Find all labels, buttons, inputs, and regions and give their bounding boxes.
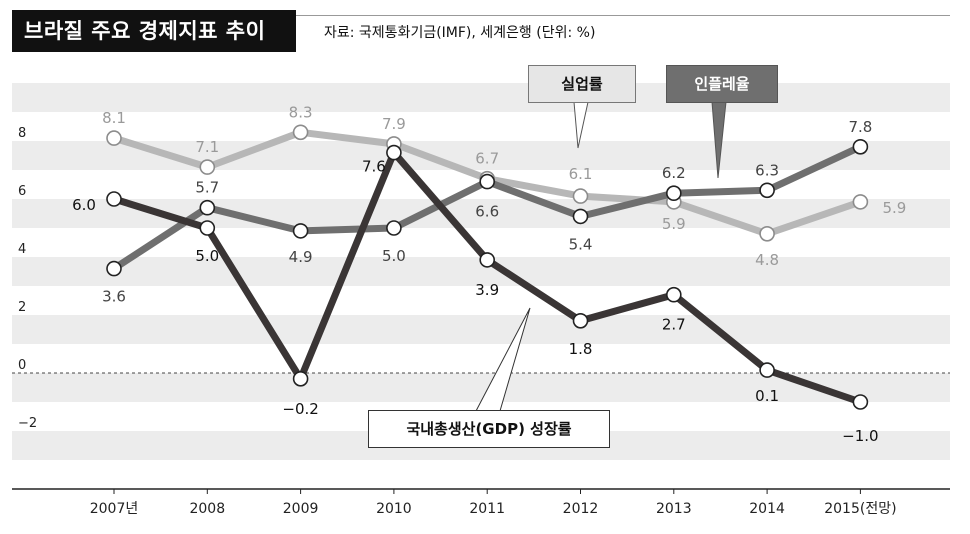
data-labels: 8.1 7.1 8.3 7.9 6.7 6.1 5.9 4.8 5.9 3.6 5.7 4.9 5.0 6…: [72, 103, 906, 445]
data-point-unemployment: [292, 124, 309, 141]
unemployment-pointer: [573, 101, 589, 149]
x-tick-label: 2012: [563, 501, 599, 517]
gdp-pointer: [475, 307, 531, 412]
data-point-inflation: [665, 185, 682, 201]
legend-inflation: 인플레율: [666, 65, 778, 103]
legend-unemployment: 실업률: [528, 65, 636, 103]
chart-title: 브라질 주요 경제지표 추이: [12, 10, 296, 52]
data-label-gdp: −1.0: [842, 427, 878, 445]
data-label-unemployment: 8.3: [289, 103, 313, 121]
x-tick-label: 2009: [283, 501, 319, 517]
data-label-unemployment: 7.9: [382, 115, 406, 133]
y-tick-label: −2: [18, 416, 37, 431]
data-point-inflation: [759, 182, 775, 199]
y-tick-label: 4: [18, 242, 26, 257]
data-point-gdp: [199, 220, 216, 236]
data-label-gdp: 0.1: [755, 387, 779, 405]
grid-band: [12, 315, 950, 344]
data-point-inflation: [386, 220, 402, 236]
data-point-gdp: [386, 144, 402, 161]
data-label-gdp: 3.9: [475, 281, 499, 299]
x-tick-label: 2013: [656, 501, 692, 517]
grid-band: [12, 83, 950, 112]
y-tick-label: 0: [18, 358, 26, 373]
legend-gdp-growth: 국내총생산(GDP) 성장률: [368, 410, 610, 448]
data-label-gdp: 1.8: [569, 340, 593, 358]
data-label-unemployment: 5.9: [662, 215, 686, 233]
data-label-unemployment: 4.8: [755, 251, 779, 269]
data-point-unemployment: [106, 130, 122, 146]
data-label-unemployment: 6.1: [569, 165, 593, 183]
grid-bands: [12, 83, 950, 460]
data-point-inflation: [479, 173, 496, 190]
data-label-inflation: 5.4: [569, 235, 593, 253]
data-label-gdp: 7.6: [362, 158, 386, 176]
data-point-gdp: [852, 394, 869, 410]
data-point-inflation: [106, 260, 122, 277]
data-point-gdp: [759, 362, 775, 378]
data-label-unemployment: 7.1: [195, 138, 219, 156]
data-label-inflation: 6.2: [662, 164, 686, 182]
data-point-unemployment: [199, 159, 216, 175]
callout-pointers: [475, 101, 727, 412]
data-point-unemployment: [572, 188, 589, 204]
data-point-gdp: [292, 370, 309, 387]
x-tick-label: 2010: [376, 501, 412, 517]
data-label-gdp: −0.2: [282, 400, 318, 418]
inflation-pointer: [711, 101, 727, 179]
x-tick-label: 2008: [189, 501, 225, 517]
data-label-inflation: 6.6: [475, 203, 499, 221]
data-label-gdp: 5.0: [195, 247, 219, 265]
data-label-inflation: 5.0: [382, 247, 406, 265]
x-tick-label: 2011: [469, 501, 505, 517]
axes: 8 6 4 2 0 −2 2007년 2008 2009 2010 2011 2012 2013 2014…: [12, 126, 950, 517]
x-tick-label: 2007년: [90, 501, 139, 517]
data-point-gdp: [479, 252, 496, 268]
source-note: 자료: 국제통화기금(IMF), 세계은행 (단위: %): [324, 25, 596, 41]
data-point-inflation: [199, 199, 216, 216]
y-tick-label: 6: [18, 184, 26, 199]
data-label-unemployment: 6.7: [475, 150, 499, 168]
data-point-unemployment: [852, 194, 869, 210]
data-point-gdp: [106, 191, 122, 207]
data-label-inflation: 7.8: [848, 118, 872, 136]
data-point-gdp: [665, 286, 682, 303]
data-point-gdp: [572, 312, 589, 329]
y-tick-label: 8: [18, 126, 26, 141]
data-label-inflation: 4.9: [289, 248, 313, 266]
data-point-inflation: [292, 223, 309, 239]
y-tick-label: 2: [18, 300, 26, 315]
data-label-unemployment: 5.9: [882, 199, 906, 217]
data-point-unemployment: [759, 226, 775, 242]
series-points: [106, 124, 869, 410]
data-label-unemployment: 8.1: [102, 109, 126, 127]
data-label-gdp: 6.0: [72, 196, 96, 214]
x-tick-label: 2015(전망): [824, 501, 896, 517]
top-rule: [296, 15, 950, 16]
data-point-inflation: [572, 208, 589, 225]
data-label-gdp: 2.7: [662, 316, 686, 334]
data-point-inflation: [852, 139, 869, 155]
data-label-inflation: 6.3: [755, 161, 779, 179]
data-label-inflation: 5.7: [195, 179, 219, 197]
x-tick-label: 2014: [749, 501, 785, 517]
data-label-inflation: 3.6: [102, 288, 126, 306]
